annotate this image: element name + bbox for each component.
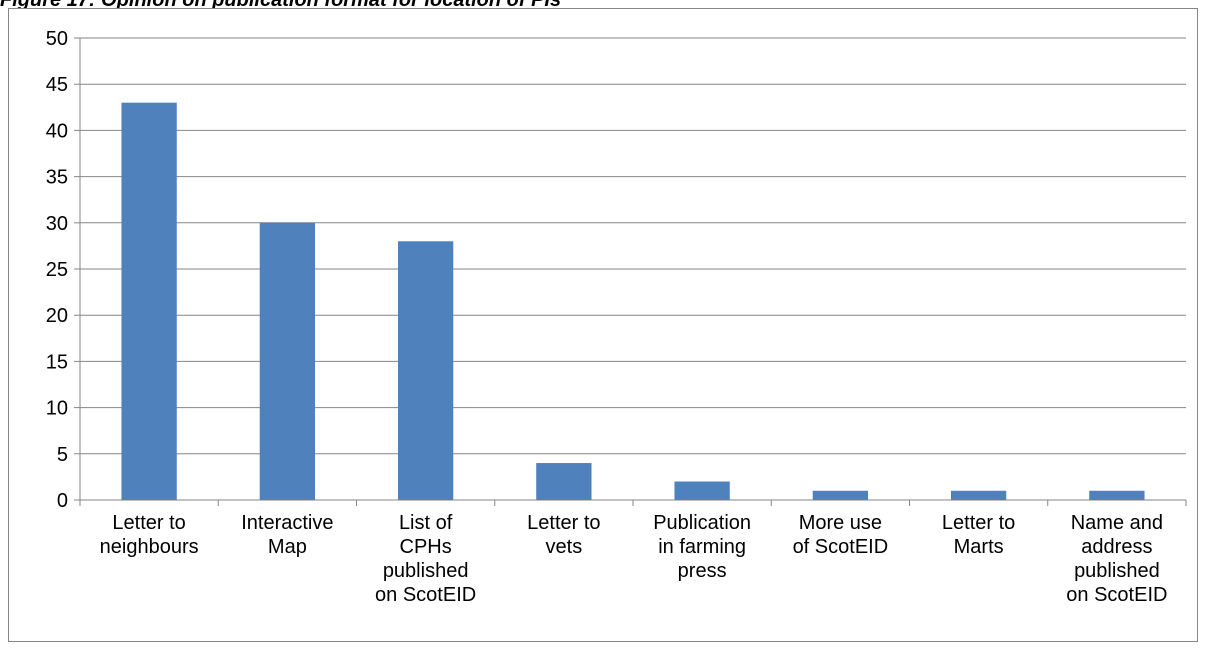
x-category-label: on ScotEID (375, 584, 476, 606)
x-category-label: Letter to (942, 512, 1015, 534)
y-tick-label: 15 (46, 351, 68, 373)
x-category-label: Marts (954, 536, 1004, 558)
y-tick-label: 5 (57, 444, 68, 466)
bar (536, 463, 592, 500)
y-tick-label: 45 (46, 74, 68, 96)
x-category-label: Interactive (241, 512, 333, 534)
x-category-label: on ScotEID (1066, 584, 1167, 606)
y-tick-label: 10 (46, 398, 68, 420)
x-category-label: Letter to (112, 512, 185, 534)
bar (397, 241, 454, 500)
x-category-label: Publication (653, 512, 751, 534)
x-category-label: CPHs (400, 536, 452, 558)
x-category-label: vets (546, 536, 583, 558)
x-category-label: published (1074, 560, 1160, 582)
y-tick-label: 35 (46, 167, 68, 189)
x-category-label: of ScotEID (793, 536, 889, 558)
bar (259, 222, 316, 501)
bar (950, 490, 1007, 500)
bar (121, 102, 177, 501)
y-tick-label: 40 (46, 120, 68, 142)
y-tick-label: 30 (46, 213, 68, 235)
bar (674, 481, 730, 500)
x-category-label: More use (799, 512, 882, 534)
y-tick-label: 0 (57, 490, 68, 512)
x-category-label: neighbours (100, 536, 199, 558)
x-category-label: Map (268, 536, 307, 558)
bar (812, 490, 869, 500)
y-tick-label: 50 (46, 28, 68, 50)
x-category-label: List of (399, 512, 453, 534)
y-tick-label: 25 (46, 259, 68, 281)
x-category-label: press (678, 560, 727, 582)
y-tick-label: 20 (46, 305, 68, 327)
x-category-label: Letter to (527, 512, 600, 534)
x-category-label: published (383, 560, 469, 582)
x-category-label: address (1081, 536, 1152, 558)
bar (1089, 490, 1145, 500)
x-category-label: Name and (1071, 512, 1163, 534)
figure-caption: Figure 17: Opinion on publication format… (0, 0, 562, 11)
chart-frame (8, 8, 1198, 642)
x-category-label: in farming (658, 536, 746, 558)
